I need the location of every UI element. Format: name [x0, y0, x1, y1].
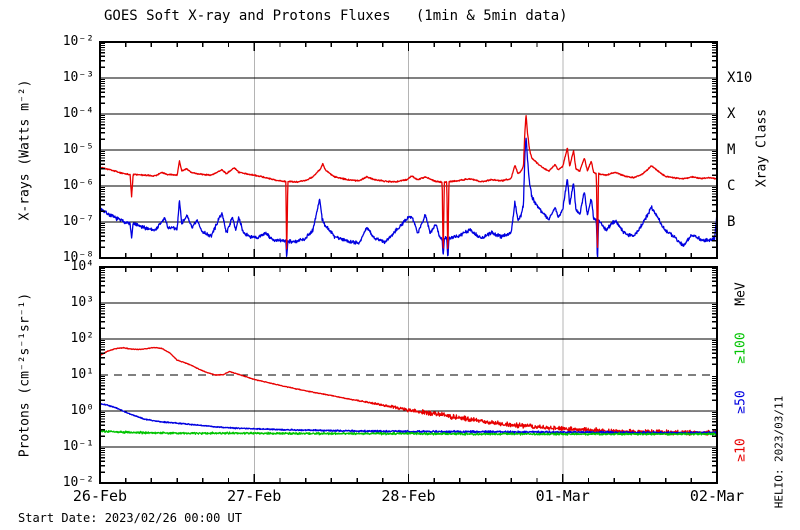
y-tick-label: 10⁻⁵ [62, 142, 94, 157]
x-tick-label: 27-Feb [227, 487, 282, 505]
y-tick-label: 10⁻² [62, 475, 94, 490]
proton-axis-label: Protons (cm⁻²s⁻¹sr⁻¹) [17, 292, 33, 458]
proton-energy-label: ≥100 [733, 332, 749, 364]
y-tick-label: 10⁴ [70, 259, 94, 274]
y-tick-label: 10¹ [70, 367, 94, 382]
xray-class-label: M [727, 142, 736, 158]
xray-class-label: C [727, 178, 736, 194]
x-tick-label: 01-Mar [535, 487, 590, 505]
xray-axis-label: X-rays (Watts m⁻²) [17, 79, 33, 221]
y-tick-label: 10⁻² [62, 34, 94, 49]
y-tick-label: 10⁻⁸ [62, 250, 94, 265]
start-date-label: Start Date: 2023/02/26 00:00 UT [18, 511, 242, 525]
x-tick-label: 02-Mar [689, 487, 745, 505]
y-tick-label: 10⁰ [70, 403, 94, 418]
x-tick-label: 28-Feb [381, 487, 436, 505]
xray-class-label: X10 [727, 70, 753, 86]
y-tick-label: 10⁻⁷ [62, 214, 94, 229]
y-tick-label: 10³ [70, 295, 94, 310]
xray-class-label: X [727, 106, 736, 122]
mev-axis-title: MeV [733, 282, 749, 306]
proton-energy-label: ≥10 [733, 438, 749, 462]
proton-energy-label: ≥50 [733, 390, 749, 414]
y-tick-label: 10⁻¹ [62, 439, 94, 454]
y-tick-label: 10⁻⁴ [62, 106, 94, 121]
chart-title: GOES Soft X-ray and Protons Fluxes (1min… [104, 8, 568, 24]
y-tick-label: 10² [70, 331, 94, 346]
helio-stamp: HELIO: 2023/03/11 [772, 395, 786, 509]
xray-class-label: B [727, 214, 736, 230]
xray-class-axis-title: Xray Class [754, 108, 770, 188]
y-tick-label: 10⁻⁶ [62, 178, 94, 193]
x-tick-label: 26-Feb [72, 487, 128, 505]
y-tick-label: 10⁻³ [62, 70, 94, 85]
